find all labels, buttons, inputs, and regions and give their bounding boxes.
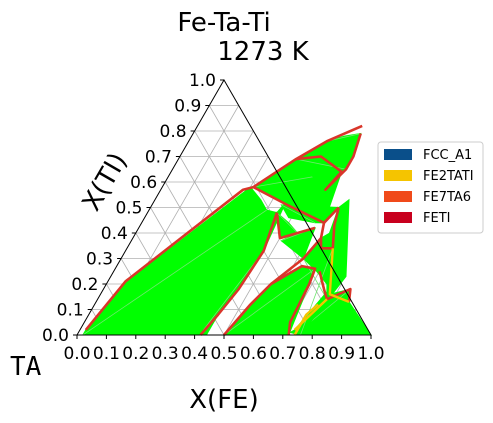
legend-label: FE2TATI <box>423 169 474 184</box>
tie-line <box>303 258 328 300</box>
x-axis-ticks: 0.0 0.1 0.2 0.3 0.4 0.5 0.6 0.7 0.8 0.9 1.0 <box>63 335 385 364</box>
y-tick-label: 0.0 <box>42 326 69 346</box>
phase-boundary-line <box>252 185 340 225</box>
x-axis-label: X(FE) <box>189 385 258 415</box>
phase-boundary-line <box>199 212 279 336</box>
legend-frame <box>377 141 484 234</box>
y-tick-label: 0.4 <box>101 224 128 244</box>
y-axis-ticks: 0.0 0.1 0.2 0.3 0.4 0.5 0.6 0.7 0.8 0.9 1.0 <box>42 71 224 346</box>
x-tick-label: 0.4 <box>181 344 208 364</box>
legend-swatch <box>384 170 412 181</box>
y-tick-label: 0.2 <box>71 275 98 295</box>
legend-label: FCC_A1 <box>423 148 472 163</box>
phase-boundary-line <box>275 212 316 240</box>
y-tick-label: 0.5 <box>115 199 142 219</box>
phase-boundary-line <box>295 133 362 191</box>
x-tick-label: 0.3 <box>152 344 179 364</box>
y-tick-label: 0.3 <box>86 250 113 270</box>
legend-label: FE7TA6 <box>423 190 471 205</box>
tie-line <box>276 212 298 234</box>
corner-label-ta: TA <box>10 352 42 382</box>
phase-boundaries <box>84 124 363 336</box>
y-tick-label: 0.7 <box>145 148 172 168</box>
legend-label: FETI <box>423 211 450 226</box>
y-tick-label: 0.8 <box>160 122 187 142</box>
x-tick-label: 0.5 <box>210 344 237 364</box>
y-tick-label: 0.9 <box>174 97 201 117</box>
x-tick-label: 0.2 <box>122 344 149 364</box>
x-tick-label: 0.1 <box>93 344 120 364</box>
chart-subtitle: 1273 K <box>217 37 309 67</box>
x-tick-label: 0.9 <box>328 344 355 364</box>
fe2tati-boundary-line <box>293 298 328 331</box>
phase-boundary-line <box>252 124 363 189</box>
x-tick-label: 1.0 <box>357 344 384 364</box>
x-tick-label: 0.0 <box>63 344 90 364</box>
legend-swatch <box>384 212 412 223</box>
legend: FCC_A1 FE2TATI FE7TA6 FETI <box>377 141 484 234</box>
tie-line <box>82 209 267 336</box>
phase-boundary-line <box>223 222 326 336</box>
x-tick-label: 0.8 <box>299 344 326 364</box>
tie-line <box>223 268 316 336</box>
x-tick-label: 0.6 <box>240 344 267 364</box>
chart-title: Fe-Ta-Ti <box>177 8 270 38</box>
fe2tati-boundary-line <box>328 248 350 304</box>
x-tick-label: 0.7 <box>269 344 296 364</box>
phase-boundary-line <box>270 264 317 336</box>
legend-swatch <box>384 149 412 160</box>
fe2tati-boundary-line <box>293 303 319 336</box>
tie-line <box>281 204 316 224</box>
y-tick-label: 0.6 <box>130 173 157 193</box>
y-tick-label: 0.1 <box>57 301 84 321</box>
phase-boundary-line <box>84 185 254 331</box>
y-tick-label: 1.0 <box>189 71 216 91</box>
legend-swatch <box>384 191 412 202</box>
